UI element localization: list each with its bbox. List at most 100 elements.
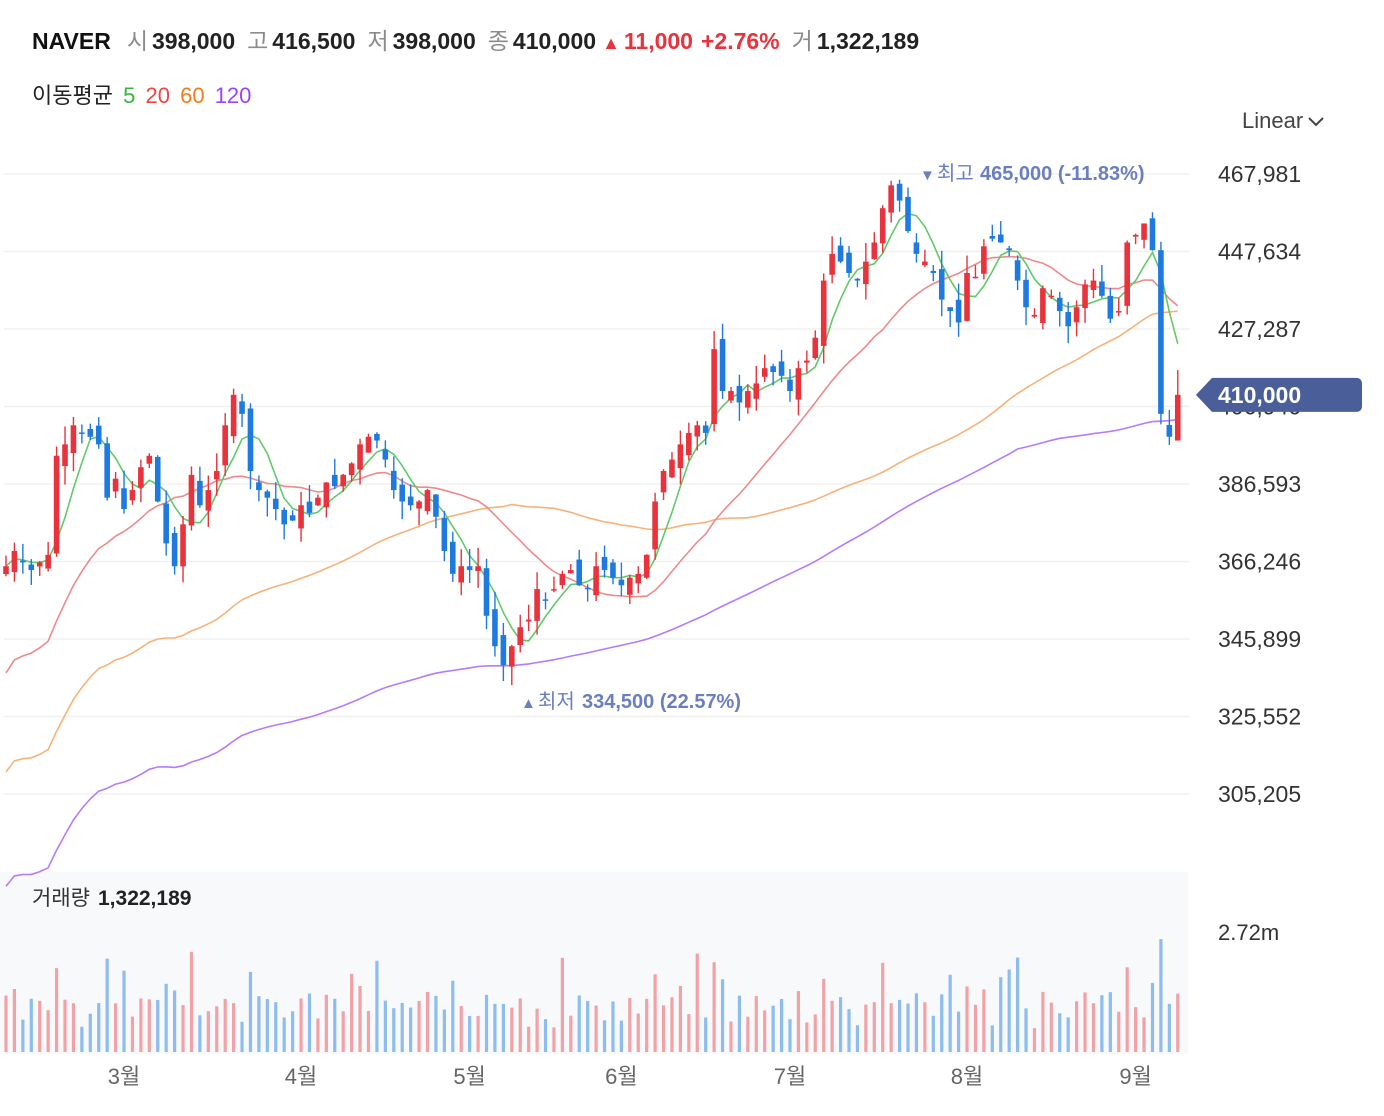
volume-bar — [678, 985, 682, 1052]
volume-panel-value: 1,322,189 — [98, 887, 191, 910]
ma-120-line — [5, 418, 1178, 887]
volume-bar — [417, 1000, 421, 1052]
ma-120-legend[interactable]: 120 — [214, 83, 252, 108]
candle — [643, 554, 650, 579]
volume-bar — [307, 993, 312, 1052]
candle — [45, 542, 51, 572]
volume-bar — [232, 1003, 236, 1052]
grid-lines — [4, 173, 1190, 795]
candle — [905, 187, 911, 233]
candle — [1082, 279, 1088, 323]
candle — [1166, 409, 1173, 445]
candle — [1158, 241, 1164, 425]
candle — [694, 420, 701, 451]
candle — [399, 478, 406, 520]
volume-bar — [628, 998, 632, 1052]
scale-selector[interactable]: Linear — [1242, 108, 1325, 134]
volume-bar — [63, 999, 67, 1052]
volume-bars — [4, 939, 1180, 1052]
moving-average-legend: 이동평균 5 20 60 120 — [32, 78, 255, 110]
candle — [517, 614, 524, 653]
volume-bar — [333, 998, 337, 1052]
candle — [534, 572, 540, 635]
candle — [357, 438, 363, 485]
volume-panel-label: 거래량 — [32, 887, 90, 910]
candle — [197, 466, 203, 508]
candle — [795, 360, 802, 416]
ma-60-legend[interactable]: 60 — [180, 83, 205, 108]
volume-bar — [375, 960, 379, 1052]
candle — [820, 273, 827, 364]
candle — [677, 430, 684, 485]
volume-bar — [1032, 1028, 1037, 1052]
candle — [230, 388, 237, 444]
volume-bar — [164, 983, 168, 1052]
candle — [289, 510, 296, 522]
high-value: 416,500 — [272, 28, 356, 54]
volume-bar — [257, 996, 261, 1052]
volume-bar — [1016, 957, 1020, 1052]
candle — [407, 484, 414, 511]
volume-bar — [476, 1016, 480, 1052]
volume-bar — [425, 992, 430, 1052]
candle — [492, 591, 498, 657]
candle — [879, 205, 886, 253]
volume-bar — [822, 978, 826, 1052]
volume-bar — [451, 980, 455, 1052]
high-annotation: ▼ 최고 465,000 (-11.83%) — [920, 162, 1145, 185]
candle — [972, 265, 979, 279]
volume-bar — [1049, 1002, 1053, 1052]
candle — [449, 531, 456, 582]
volume-bar — [468, 1016, 472, 1052]
volume-label: 거 — [791, 28, 813, 54]
candle — [829, 236, 835, 284]
ma-20-line — [5, 255, 1179, 674]
volume-bar — [97, 1003, 101, 1052]
volume-bar — [105, 958, 109, 1052]
candle — [340, 473, 346, 492]
volume-bar — [71, 1003, 76, 1052]
volume-bar — [586, 1001, 590, 1052]
candle — [1014, 255, 1021, 291]
candle — [618, 562, 625, 597]
ma-5-legend[interactable]: 5 — [123, 83, 136, 108]
volume-bar — [670, 997, 674, 1052]
candle — [365, 433, 372, 453]
volume-bar — [518, 998, 522, 1052]
volume-bar — [54, 968, 59, 1052]
candle — [1132, 233, 1139, 245]
candle — [180, 515, 186, 583]
candle — [576, 549, 583, 586]
volume-bar — [274, 1002, 278, 1052]
ma-legend-label: 이동평균 — [32, 83, 113, 108]
volume-bar — [999, 977, 1003, 1052]
chevron-down-icon — [1308, 117, 1324, 127]
volume-bar — [510, 1007, 514, 1052]
volume-bar — [940, 994, 944, 1052]
ma-20-legend[interactable]: 20 — [145, 83, 170, 108]
candle — [1174, 370, 1181, 441]
volume-bar — [973, 1004, 978, 1052]
low-marker-icon: ▲ — [521, 695, 536, 712]
volume-bar — [779, 998, 784, 1052]
volume-bar — [493, 1003, 497, 1052]
volume-bar — [737, 995, 742, 1052]
candle — [256, 475, 262, 502]
volume-bar — [21, 1019, 25, 1052]
candle — [171, 526, 178, 575]
volume-bar — [982, 989, 986, 1052]
volume-bar — [687, 1014, 691, 1052]
candle — [222, 413, 228, 476]
candle — [331, 458, 338, 490]
volume-bar — [763, 1010, 767, 1052]
volume-bar — [366, 1010, 371, 1052]
volume-bar — [1150, 982, 1155, 1052]
volume-bar — [847, 1009, 851, 1052]
candle — [239, 393, 245, 427]
candle — [1048, 289, 1055, 299]
volume-bar — [38, 1000, 42, 1052]
open-label: 시 — [126, 28, 148, 54]
x-tick-label: 3월 — [108, 1064, 140, 1089]
volume-bar — [122, 970, 126, 1052]
